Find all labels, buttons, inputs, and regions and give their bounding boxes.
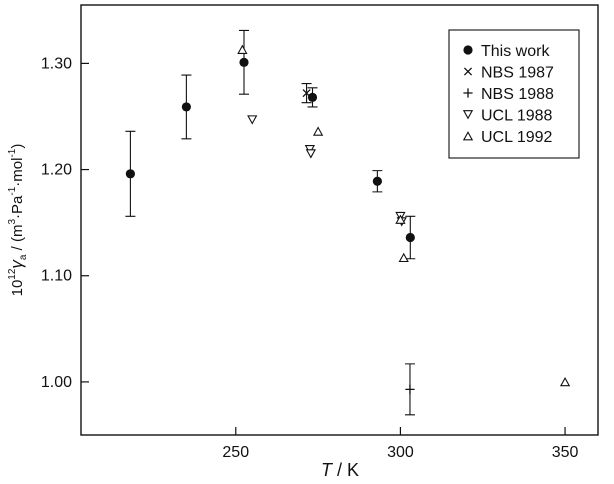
point-this-work [405, 232, 415, 243]
point-ucl-1992 [312, 126, 324, 136]
legend-marker-ucl-1988 [462, 110, 474, 120]
plot-frame [80, 4, 599, 436]
y-axis-ticks: 1.00 1.10 1.20 1.30 [41, 55, 89, 391]
point-ucl-1988 [247, 115, 258, 125]
y-tick-label: 1.20 [41, 162, 72, 179]
point-ucl-1992 [398, 252, 409, 263]
x-tick-label: 300 [387, 444, 414, 461]
y-tick-label: 1.30 [41, 55, 72, 72]
x-tick-label: 350 [552, 444, 579, 461]
data-points [125, 29, 571, 416]
point-ucl-1992 [559, 376, 571, 387]
legend-marker-this-work [463, 45, 473, 55]
x-axis-label: T / K [321, 460, 359, 480]
x-axis-ticks: 250 300 350 [222, 427, 579, 461]
point-ucl-1988 [305, 149, 316, 159]
legend-marker-ucl-1992 [462, 131, 474, 141]
point-ucl-1992 [237, 44, 248, 54]
legend: This work NBS 1987 NBS 1988 UCL 1988 UCL 199… [448, 29, 580, 159]
legend-label-ucl-1988: UCL 1988 [481, 108, 553, 125]
legend-marker-nbs-1988 [463, 88, 473, 98]
y-tick-label: 1.10 [41, 268, 72, 285]
y-axis-label: 1012γa / (m3·Pa-1·mol-1) [7, 144, 29, 297]
point-nbs-1987 [302, 89, 311, 98]
point-this-work [239, 57, 249, 67]
point-this-work [307, 92, 318, 102]
point-nbs-1988 [405, 384, 415, 394]
legend-label-ucl-1992: UCL 1992 [481, 129, 553, 146]
point-ucl-1992 [395, 214, 406, 224]
legend-marker-nbs-1987 [463, 67, 473, 76]
point-this-work [372, 176, 382, 186]
legend-label-this-work: This work [481, 43, 550, 60]
legend-label-nbs-1987: NBS 1987 [481, 65, 554, 82]
point-this-work [125, 169, 135, 179]
point-this-work [181, 102, 191, 112]
legend-label-nbs-1988: NBS 1988 [481, 86, 554, 103]
y-tick-label: 1.00 [41, 374, 72, 391]
x-tick-label: 250 [222, 444, 249, 461]
